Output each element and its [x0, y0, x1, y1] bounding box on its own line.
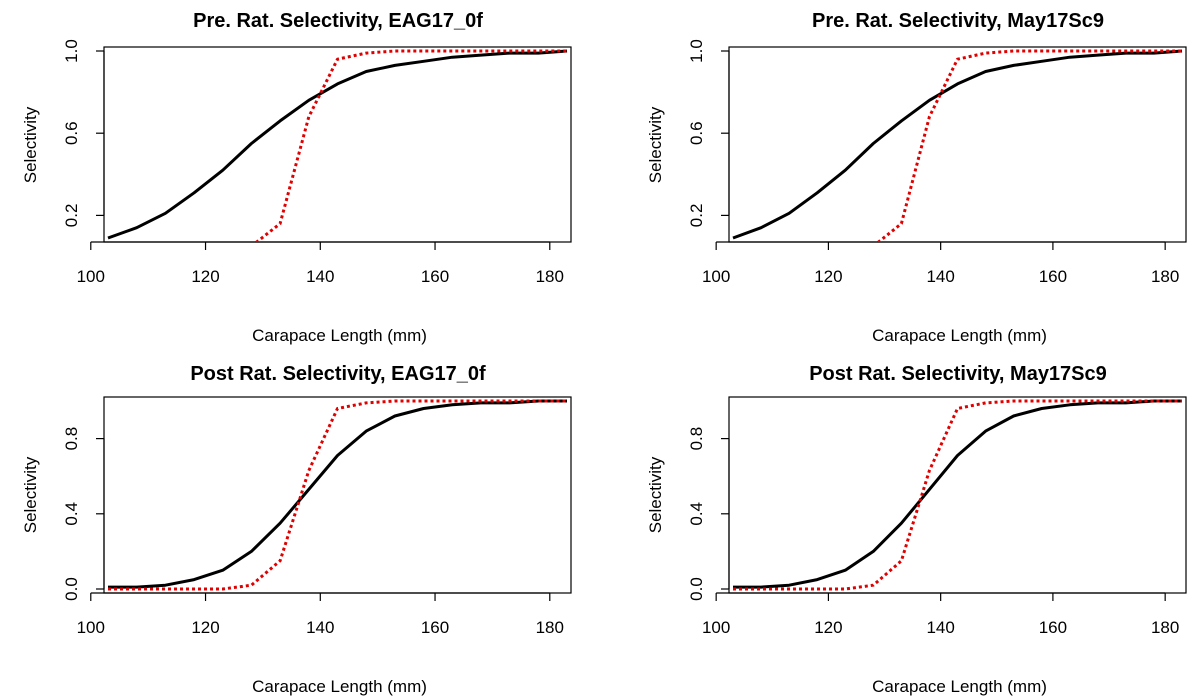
dotted-series-line — [733, 399, 1182, 591]
x-axis-label: Carapace Length (mm) — [252, 677, 427, 696]
dotted-series-line — [876, 49, 1182, 242]
x-tick-label: 180 — [536, 267, 564, 286]
solid-series-line — [732, 49, 1183, 240]
x-tick-label: 120 — [814, 618, 842, 637]
y-tick-label: 0.0 — [62, 577, 81, 601]
y-axis-label: Selectivity — [646, 106, 665, 183]
y-axis-label: Selectivity — [21, 456, 40, 533]
y-tick-label: 0.8 — [62, 427, 81, 451]
dotted-series-line — [108, 399, 567, 591]
chart-title: Pre. Rat. Selectivity, May17Sc9 — [812, 10, 1104, 32]
y-axis: 0.2 0.6 1.0 — [62, 39, 105, 228]
chart-title: Pre. Rat. Selectivity, EAG17_0f — [193, 10, 483, 32]
x-tick-label: 140 — [926, 618, 954, 637]
y-axis: 0.0 0.4 0.8 — [687, 427, 730, 601]
x-tick-label: 140 — [306, 618, 334, 637]
x-tick-label: 120 — [191, 267, 219, 286]
chart-panel-4: Post Rat. Selectivity, May17Sc9 Carapace … — [646, 363, 1187, 696]
x-tick-label: 100 — [77, 618, 105, 637]
y-tick-label: 0.2 — [62, 204, 81, 228]
x-axis: 100 120 140 160 180 — [77, 592, 564, 637]
y-tick-label: 0.4 — [687, 502, 706, 526]
y-tick-label: 1.0 — [62, 39, 81, 63]
chart-title: Post Rat. Selectivity, EAG17_0f — [190, 363, 486, 385]
chart-panel-2: Pre. Rat. Selectivity, May17Sc9 Carapace … — [646, 10, 1187, 345]
x-tick-label: 120 — [191, 618, 219, 637]
y-axis-label: Selectivity — [646, 456, 665, 533]
x-tick-label: 160 — [421, 618, 449, 637]
x-tick-label: 140 — [306, 267, 334, 286]
y-tick-label: 0.8 — [687, 427, 706, 451]
x-tick-label: 180 — [536, 618, 564, 637]
solid-series-line — [107, 49, 568, 240]
x-axis-label: Carapace Length (mm) — [872, 326, 1047, 345]
y-tick-label: 0.0 — [687, 577, 706, 601]
y-tick-label: 0.6 — [687, 121, 706, 145]
y-axis-label: Selectivity — [21, 106, 40, 183]
x-tick-label: 160 — [1039, 267, 1067, 286]
x-tick-label: 120 — [814, 267, 842, 286]
y-axis: 0.2 0.6 1.0 — [687, 39, 730, 228]
x-tick-label: 160 — [421, 267, 449, 286]
solid-series-line — [108, 399, 567, 589]
x-tick-label: 100 — [77, 267, 105, 286]
chart-title: Post Rat. Selectivity, May17Sc9 — [809, 363, 1107, 385]
chart-panel-3: Post Rat. Selectivity, EAG17_0f Carapace … — [21, 363, 572, 696]
x-tick-label: 180 — [1151, 267, 1179, 286]
x-axis: 100 120 140 160 180 — [77, 241, 564, 286]
x-axis-label: Carapace Length (mm) — [252, 326, 427, 345]
chart-panel-1: Pre. Rat. Selectivity, EAG17_0f Carapace … — [21, 10, 572, 345]
dotted-series-line — [254, 49, 567, 242]
solid-series-line — [733, 399, 1182, 589]
x-tick-label: 180 — [1151, 618, 1179, 637]
x-axis: 100 120 140 160 180 — [702, 241, 1179, 286]
x-tick-label: 140 — [926, 267, 954, 286]
x-tick-label: 100 — [702, 267, 730, 286]
y-tick-label: 0.4 — [62, 502, 81, 526]
x-tick-label: 160 — [1039, 618, 1067, 637]
y-tick-label: 0.2 — [687, 204, 706, 228]
x-axis: 100 120 140 160 180 — [702, 592, 1179, 637]
y-axis: 0.0 0.4 0.8 — [62, 427, 105, 601]
y-tick-label: 1.0 — [687, 39, 706, 63]
y-tick-label: 0.6 — [62, 121, 81, 145]
x-axis-label: Carapace Length (mm) — [872, 677, 1047, 696]
x-tick-label: 100 — [702, 618, 730, 637]
